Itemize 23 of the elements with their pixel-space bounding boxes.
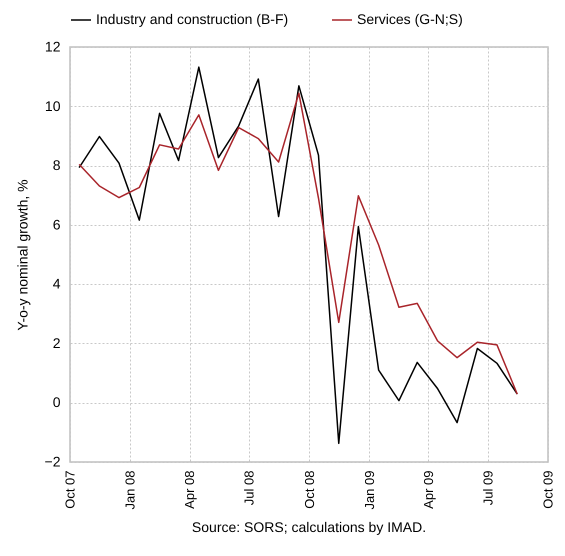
x-tick-label: Jan 08 <box>122 470 138 510</box>
y-tick-label: 2 <box>52 334 61 351</box>
source-note: Source: SORS; calculations by IMAD. <box>192 519 426 536</box>
x-tick-label: Jul 08 <box>242 470 257 506</box>
x-tick-label: Jan 09 <box>362 470 377 510</box>
line-series <box>78 66 518 444</box>
x-tick-label: Oct 09 <box>540 470 556 509</box>
y-tick-label: 10 <box>44 98 61 114</box>
x-tick-label: Jul 09 <box>480 470 496 506</box>
x-tick-label: Oct 08 <box>302 470 317 509</box>
y-tick-label: −2 <box>44 454 61 470</box>
y-tick-label: 8 <box>52 157 61 174</box>
y-tick-label: 6 <box>52 216 61 232</box>
y-tick-label: 4 <box>52 276 61 292</box>
y-tick-label: 0 <box>52 394 61 410</box>
y-tick-label: 12 <box>44 38 61 54</box>
legend-label: Industry and construction (B-F) <box>96 11 288 27</box>
x-tick-label: Oct 07 <box>62 470 78 509</box>
x-tick-label: Apr 08 <box>182 470 198 509</box>
legend-label: Services (G-N;S) <box>357 11 463 27</box>
x-tick-label: Apr 09 <box>420 470 436 509</box>
line-series <box>78 92 518 395</box>
y-axis-title: Y-o-y nominal growth, % <box>14 179 31 331</box>
